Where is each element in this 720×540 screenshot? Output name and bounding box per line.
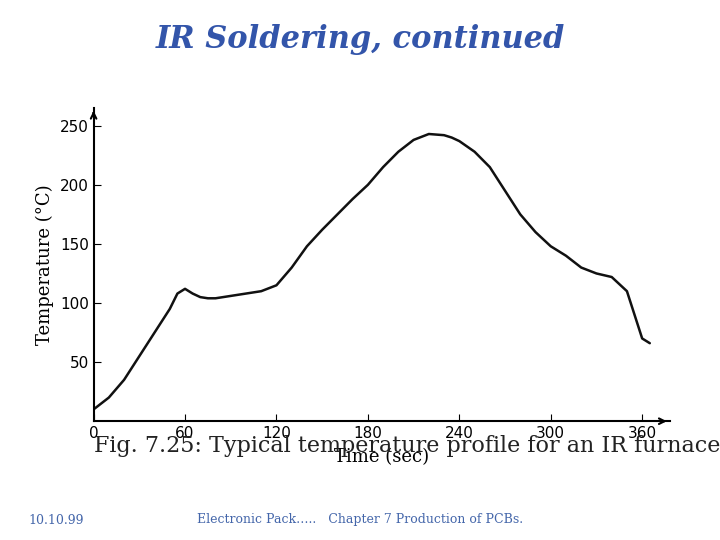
Text: IR Soldering, continued: IR Soldering, continued — [156, 24, 564, 55]
Text: 10.10.99: 10.10.99 — [29, 514, 84, 526]
Y-axis label: Temperature (°C): Temperature (°C) — [36, 184, 54, 345]
Text: Electronic Pack…..   Chapter 7 Production of PCBs.: Electronic Pack….. Chapter 7 Production … — [197, 514, 523, 526]
Text: Fig. 7.25: Typical temperature profile for an IR furnace.: Fig. 7.25: Typical temperature profile f… — [94, 435, 720, 457]
X-axis label: Time (sec): Time (sec) — [334, 448, 429, 466]
